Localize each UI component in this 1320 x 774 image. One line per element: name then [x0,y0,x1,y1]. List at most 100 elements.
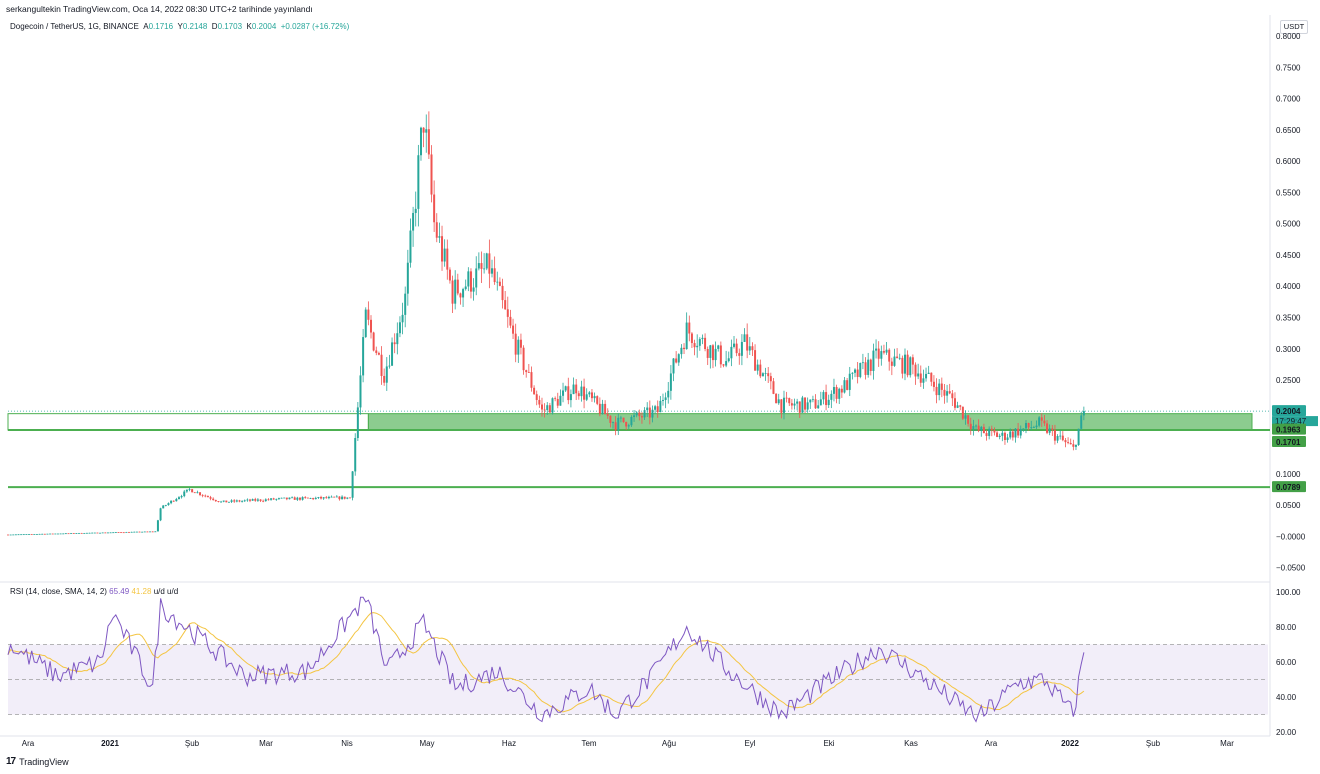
candle-body [338,496,341,500]
time-tick-label: Mar [259,739,273,748]
price-tick-label: 0.3500 [1276,314,1301,323]
candle-body [638,412,641,417]
candle-body [746,334,749,351]
candle-body [664,397,667,400]
candle-body [772,381,775,394]
candle-body [635,412,638,416]
candle-body [569,394,572,401]
candle-body [259,499,262,501]
candle-body [1038,417,1041,426]
candle-body [370,319,373,333]
candle-body [609,415,612,423]
candle-body [740,341,743,356]
candle-body [293,497,296,500]
candle-body [512,325,515,334]
candle-body [128,531,131,533]
candle-body [1035,425,1038,428]
candle-body [435,222,438,238]
candle-body [1019,428,1022,436]
candle-body [175,498,178,502]
rsi-tick-label: 40.00 [1276,693,1297,702]
high-value: 0.2148 [182,22,208,31]
candle-body [1027,423,1030,428]
candle-body [20,534,23,536]
candle-body [917,373,920,377]
candle-body [456,279,459,294]
zone-bottom-label-bg [1272,436,1306,448]
candle-body [288,497,291,500]
candle-body [785,397,788,399]
candle-body [125,531,128,533]
candle-body [196,492,199,494]
candle-body [761,373,764,377]
candle-body [227,501,230,503]
time-tick-label: Ara [22,739,35,748]
candle-body [727,358,730,362]
candle-body [572,384,575,395]
candle-body [359,375,362,408]
candle-body [819,399,822,406]
candle-body [106,532,109,534]
candle-body [743,334,746,342]
candle-body [811,399,814,401]
candle-body [793,403,796,406]
candle-body [241,500,244,502]
candle-body [672,358,675,374]
candle-body [806,402,809,410]
footer-brand[interactable]: 17 TradingView [6,756,69,767]
price-tick-label: 0.5000 [1276,220,1301,229]
candle-body [696,345,699,348]
candle-body [711,345,714,361]
candle-body [1011,431,1014,438]
candle-body [422,127,425,133]
candle-body [333,496,336,498]
candle-body [83,533,86,534]
candle-body [1056,436,1059,441]
candle-body [1046,423,1049,433]
candle-body [138,531,141,533]
chart-legend: Dogecoin / TetherUS, 1G, BINANCE A0.1716… [10,22,350,31]
candle-body [719,345,722,365]
candle-body [843,380,846,393]
candle-body [838,388,841,399]
brand-name: TradingView [19,756,69,767]
candle-body [969,423,972,430]
candle-body [154,531,157,533]
candle-body [890,361,893,366]
candle-body [172,500,175,502]
candle-body [270,498,273,500]
candle-body [162,505,165,509]
candle-body [348,497,351,499]
candle-body [472,287,475,292]
candle-body [393,342,396,345]
candle-body [1080,415,1083,429]
candle-body [788,398,791,404]
currency-unit[interactable]: USDT [1280,20,1308,34]
candle-body [948,391,951,394]
candle-body [9,534,12,536]
candle-body [722,364,725,366]
rsi-tick-label: 80.00 [1276,623,1297,632]
candle-body [454,279,457,304]
candle-body [99,532,102,534]
candle-body [377,352,380,355]
candle-body [480,263,483,269]
candle-body [580,386,583,397]
price-tick-label: 0.4000 [1276,282,1301,291]
candle-body [217,501,220,502]
candle-body [254,499,257,501]
candle-body [919,373,922,383]
candle-body [940,383,943,390]
candle-body [961,406,964,419]
candle-body [135,531,138,533]
candle-body [859,362,862,377]
candle-body [1074,445,1077,447]
candle-body [433,194,436,223]
candle-body [204,495,207,497]
candle-body [462,289,465,298]
candle-body [646,407,649,411]
candle-body [1022,428,1025,430]
candle-body [277,498,280,499]
candle-body [804,397,807,410]
